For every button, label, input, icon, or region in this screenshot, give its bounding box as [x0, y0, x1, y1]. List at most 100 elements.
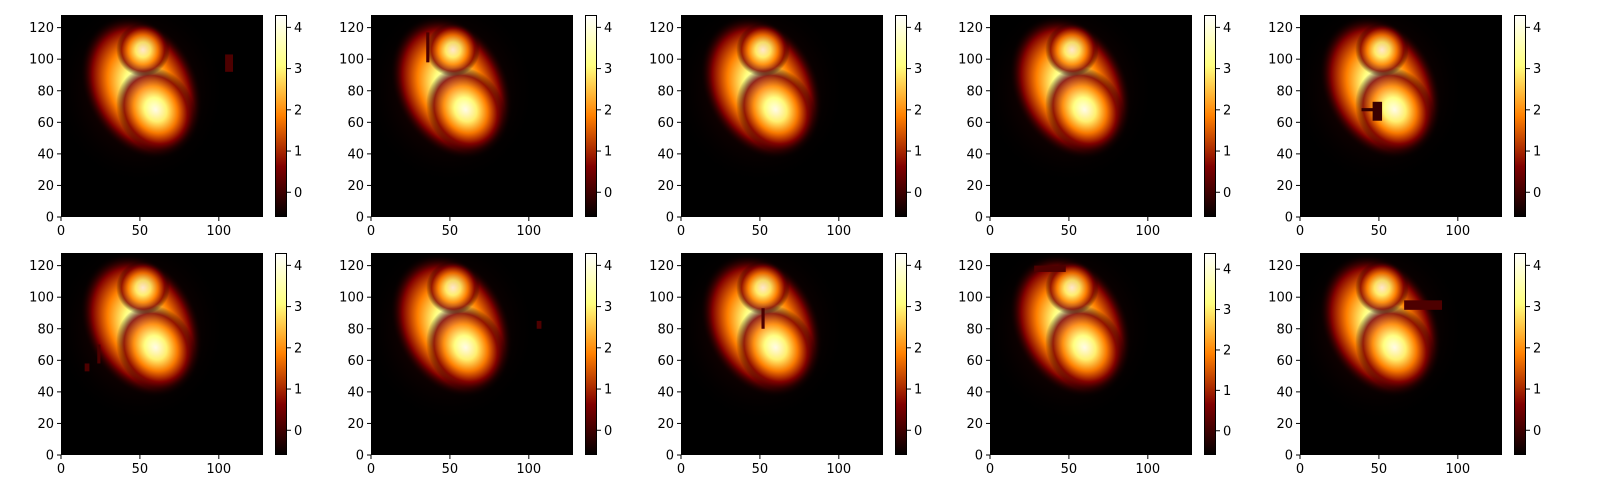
y-tick-label: 120 [958, 259, 983, 274]
colorbar-gradient [1204, 253, 1216, 455]
colorbar-tick-label: 0 [294, 424, 302, 439]
colorbar-tick-label: 1 [294, 383, 302, 398]
x-tick-label: 100 [516, 462, 541, 477]
colorbar-gradient [1514, 15, 1526, 217]
y-tick-label: 40 [37, 147, 54, 162]
axes-frame [371, 15, 573, 217]
heatmap-blob-lobe [116, 304, 196, 391]
colorbar-frame [895, 15, 907, 217]
heatmap-mask-patch [1034, 265, 1066, 272]
axes-frame [371, 253, 573, 455]
y-tick-label: 20 [966, 179, 983, 194]
colorbar-tick-label: 2 [294, 341, 302, 356]
colorbar-tick-label: 4 [1533, 21, 1541, 36]
y-tick-label: 60 [1276, 354, 1293, 369]
y-tick-label: 60 [347, 354, 364, 369]
y-tick-label: 80 [37, 84, 54, 99]
x-tick-label: 100 [1135, 224, 1160, 239]
colorbar-tick-label: 3 [1533, 62, 1541, 77]
heatmap-blob-top [426, 260, 480, 315]
colorbar-tick-label: 4 [1223, 263, 1231, 278]
y-tick-label: 100 [958, 53, 983, 68]
heatmap-panel-5: 0 50 100 0 20 40 60 80 100 120 0 1 2 3 4 [1268, 15, 1541, 239]
x-tick-label: 0 [57, 462, 65, 477]
y-tick-label: 120 [1268, 21, 1293, 36]
heatmap-blob-lobe [426, 66, 506, 153]
colorbar-tick-label: 3 [914, 62, 922, 77]
heatmap-blob-top [736, 260, 790, 315]
y-tick-label: 20 [1276, 179, 1293, 194]
y-tick-label: 0 [975, 211, 983, 226]
colorbar-tick-label: 4 [604, 259, 612, 274]
x-tick-label: 100 [1445, 224, 1470, 239]
heatmap-panel-6: 0 50 100 0 20 40 60 80 100 120 0 1 2 3 4 [29, 253, 302, 477]
heatmap-mask-patch [225, 54, 234, 72]
x-tick-label: 50 [1371, 224, 1388, 239]
colorbar-gradient [585, 15, 597, 217]
colorbar-tick-label: 3 [294, 62, 302, 77]
x-tick-label: 0 [677, 224, 685, 239]
colorbar: 0 1 2 3 4 [895, 253, 922, 455]
colorbar: 0 1 2 3 4 [1204, 15, 1231, 217]
x-tick-label: 100 [1135, 462, 1160, 477]
colorbar-tick-label: 1 [914, 383, 922, 398]
y-tick-label: 120 [339, 259, 364, 274]
colorbar-tick-label: 0 [1533, 424, 1541, 439]
colorbar-tick-label: 2 [604, 341, 612, 356]
y-tick-label: 0 [1285, 211, 1293, 226]
colorbar-tick-label: 4 [294, 259, 302, 274]
x-tick-label: 50 [1371, 462, 1388, 477]
heatmap-blob-top [116, 260, 170, 315]
heatmap-mask-patch [536, 320, 542, 329]
colorbar-tick-label: 1 [914, 145, 922, 160]
y-tick-label: 60 [657, 116, 674, 131]
colorbar-tick-label: 3 [1223, 62, 1231, 77]
colorbar-tick-label: 0 [914, 424, 922, 439]
colorbar-frame [1204, 15, 1216, 217]
y-tick-label: 40 [966, 147, 983, 162]
heatmap-mask-patch [1361, 108, 1379, 112]
heatmap-blob-lobe [736, 304, 816, 391]
y-tick-label: 20 [347, 417, 364, 432]
heatmap-image [371, 15, 573, 217]
y-tick-label: 40 [966, 385, 983, 400]
heatmap-panel-7: 0 50 100 0 20 40 60 80 100 120 0 1 2 3 4 [339, 253, 612, 477]
y-tick-label: 120 [29, 259, 54, 274]
colorbar-tick-label: 1 [604, 383, 612, 398]
y-tick-label: 40 [347, 385, 364, 400]
colorbar-tick-label: 2 [914, 341, 922, 356]
colorbar-frame [275, 253, 287, 455]
colorbar-tick-label: 2 [914, 103, 922, 118]
colorbar: 0 1 2 3 4 [275, 253, 302, 455]
colorbar-tick-label: 2 [1533, 341, 1541, 356]
y-tick-label: 120 [649, 259, 674, 274]
colorbar-frame [585, 15, 597, 217]
heatmap-image [990, 15, 1192, 217]
y-tick-label: 60 [966, 354, 983, 369]
heatmap-blob-lobe [1355, 304, 1435, 391]
colorbar-tick-label: 4 [914, 259, 922, 274]
y-tick-label: 40 [1276, 385, 1293, 400]
y-tick-label: 0 [356, 211, 364, 226]
x-tick-label: 0 [57, 224, 65, 239]
y-tick-label: 0 [46, 449, 54, 464]
colorbar-frame [1514, 253, 1526, 455]
colorbar-tick-label: 2 [1533, 103, 1541, 118]
heatmap-blob-lobe [116, 66, 196, 153]
y-tick-label: 60 [657, 354, 674, 369]
axes-frame [990, 15, 1192, 217]
heatmap-blob-top [1045, 22, 1099, 77]
heatmap-blob-top [1355, 260, 1409, 315]
x-tick-label: 50 [132, 224, 149, 239]
x-tick-label: 0 [367, 224, 375, 239]
heatmap-panel-10: 0 50 100 0 20 40 60 80 100 120 0 1 2 3 4 [1268, 253, 1541, 477]
colorbar: 0 1 2 3 4 [895, 15, 922, 217]
heatmap-image [371, 253, 573, 455]
colorbar: 0 1 2 3 4 [275, 15, 302, 217]
heatmap-image [990, 253, 1192, 455]
y-tick-label: 100 [339, 53, 364, 68]
y-tick-label: 80 [1276, 84, 1293, 99]
x-tick-label: 0 [986, 462, 994, 477]
heatmap-panel-2: 0 50 100 0 20 40 60 80 100 120 0 1 2 3 4 [339, 15, 612, 239]
y-tick-label: 20 [1276, 417, 1293, 432]
